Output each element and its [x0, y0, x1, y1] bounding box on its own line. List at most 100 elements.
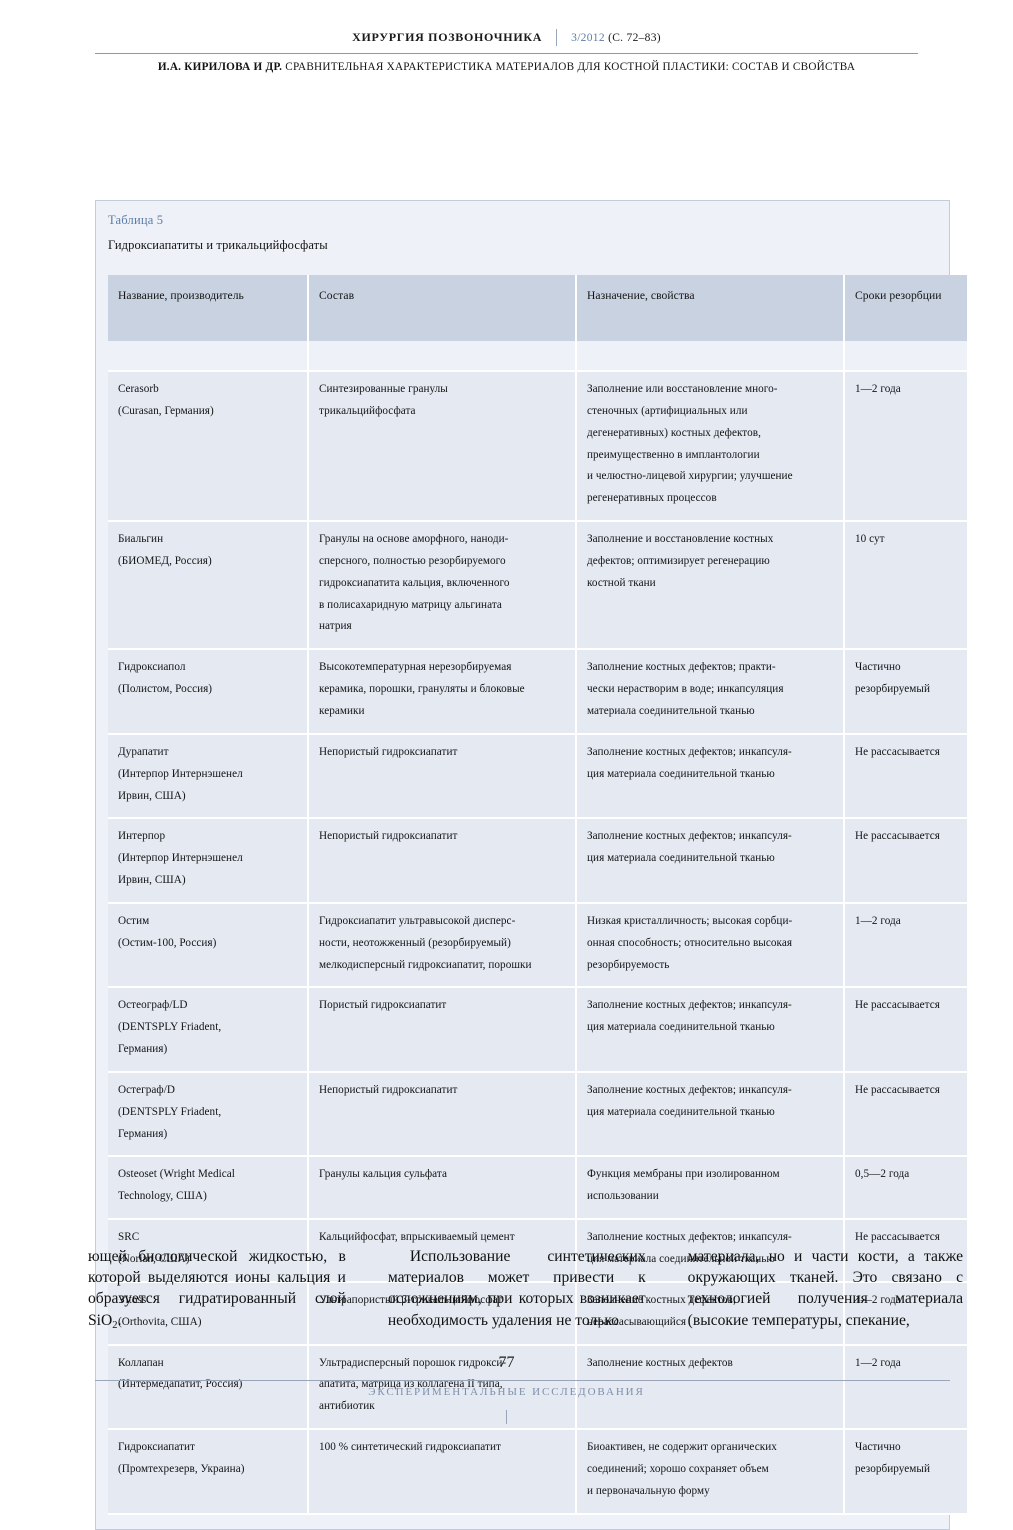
cell-resorption: 0,5—2 года: [844, 1156, 967, 1221]
cell-name: Osteoset (Wright Medical Technology, США): [108, 1156, 309, 1221]
cell-composition: Ультрапористый β-трикальцийфосфат: [308, 1281, 577, 1346]
article-running-title: И.А. КИРИЛОВА И ДР. СРАВНИТЕЛЬНАЯ ХАРАКТ…: [95, 61, 918, 73]
cell-composition: Непористый гидроксиапатит: [308, 1071, 577, 1158]
cell-name: Остеграф/D (DENTSPLY Friadent, Германия): [108, 1071, 309, 1158]
table-row: Дурапатит (Интерпор Интернэшенел Ирвин, СШ…: [108, 733, 967, 820]
cell-name: Дурапатит (Интерпор Интернэшенел Ирвин, СШ…: [108, 733, 309, 820]
article-authors: И.А. КИРИЛОВА И ДР.: [157, 61, 283, 73]
issue-number: 3/2012: [571, 31, 605, 44]
cell-composition: Гранулы на основе аморфного, наноди-спер…: [308, 521, 577, 651]
masthead-line: ХИРУРГИЯ ПОЗВОНОЧНИКА 3/2012 (С. 72–83): [352, 29, 661, 46]
cell-resorption: 1—2 года: [844, 1281, 967, 1346]
materials-table: Название, производитель Состав Назначени…: [108, 275, 967, 1515]
table-row: SRC (Norian, США) Кальцийфосфат, впрыскива…: [108, 1219, 967, 1283]
table-row: Гидроксиапатит (Промтехрезерв, Украина) 10…: [108, 1429, 967, 1515]
body-column-right: материала, но и части кости, а также окр…: [661, 1246, 963, 1333]
cell-name: Cerasorb (Curasan, Германия): [108, 371, 309, 523]
document-page: ХИРУРГИЯ ПОЗВОНОЧНИКА 3/2012 (С. 72–83) …: [0, 28, 1013, 1530]
cell-composition: Кальцийфосфат, впрыскиваемый цемент: [308, 1219, 577, 1283]
table-row: Интерпор (Интерпор Интернэшенел Ирвин, США…: [108, 818, 967, 904]
table-row: Остеграф/D (DENTSPLY Friadent, Германия) Не…: [108, 1071, 967, 1158]
cell-name: Остим (Остим-100, Россия): [108, 902, 309, 989]
table-row: Остеограф/LD (DENTSPLY Friadent, Германия)…: [108, 987, 967, 1073]
column-header-purpose: Назначение, свойства: [576, 275, 845, 341]
issue-info: 3/2012 (С. 72–83): [557, 32, 661, 44]
cell-purpose: Биоактивен, не содержит органических соед…: [576, 1429, 845, 1515]
cell-resorption: Не рассасывается: [844, 987, 967, 1073]
cell-purpose: Низкая кристалличность; высокая сорбци-о…: [576, 902, 845, 989]
cell-composition: Непористый гидроксиапатит: [308, 818, 577, 904]
cell-purpose: Заполнение костных дефектов; практи-ческ…: [576, 649, 845, 735]
cell-name: Гидроксиапатит (Промтехрезерв, Украина): [108, 1429, 309, 1515]
spacer-cell: [576, 341, 845, 372]
cell-name: Биальгин (БИОМЕД, Россия): [108, 521, 309, 651]
table-number: Таблица 5: [108, 213, 164, 227]
body-text-columns: ющей биологической жидкостью, в которой …: [88, 1246, 963, 1333]
article-title: СРАВНИТЕЛЬНАЯ ХАРАКТЕРИСТИКА МАТЕРИАЛОВ …: [285, 61, 856, 73]
cell-purpose: Функция мембраны при изолированном исполь…: [576, 1156, 845, 1221]
table-row: Гидроксиапол (Полистом, Россия) Высокотемп…: [108, 649, 967, 735]
cell-composition: 100 % синтетический гидроксиапатит: [308, 1429, 577, 1515]
masthead-divider: [556, 29, 558, 46]
table-row: Vitoss (Orthovita, США) Ультрапористый β-т…: [108, 1281, 967, 1346]
cell-purpose: Заполнение или восстановление много-стен…: [576, 371, 845, 523]
body-column-middle: Использование синтетических материалов м…: [373, 1246, 661, 1333]
body-paragraph-middle: Использование синтетических материалов м…: [387, 1248, 646, 1329]
cell-purpose: Заполнение костных дефектов; инкапсуля-ц…: [576, 1071, 845, 1158]
cell-resorption: 1—2 года: [844, 902, 967, 989]
footer-rule: [95, 1380, 950, 1381]
table-header-spacer: [108, 341, 967, 372]
body-paragraph-left: ющей биологической жидкостью, в которой …: [88, 1246, 346, 1333]
table-row: Биальгин (БИОМЕД, Россия) Гранулы на основ…: [108, 521, 967, 651]
cell-resorption: Не рассасывается: [844, 1071, 967, 1158]
spacer-cell: [108, 341, 309, 372]
table-caption: Гидроксиапатиты и трикальцийфосфаты: [108, 238, 328, 252]
page-number: 77: [498, 1354, 515, 1371]
spacer-cell: [844, 341, 967, 372]
cell-purpose: Заполнение костных дефектов; инкапсуля-ц…: [576, 987, 845, 1073]
cell-purpose: Заполнение и восстановление костных дефек…: [576, 521, 845, 651]
header-rule: [95, 53, 918, 54]
issue-pages: (С. 72–83): [608, 31, 661, 44]
body-left-text: ющей биологической жидкостью, в которой …: [88, 1248, 346, 1329]
body-left-tail: .: [117, 1311, 122, 1329]
table-head: Название, производитель Состав Назначени…: [108, 275, 967, 372]
cell-purpose: Заполнение костных дефектов; инкапсуля-ц…: [576, 1219, 845, 1283]
cell-composition: Непористый гидроксиапатит: [308, 733, 577, 820]
cell-purpose: Заполнение костных дефектов; нерассасываю…: [576, 1281, 845, 1346]
table-header-row: Название, производитель Состав Назначени…: [108, 275, 967, 341]
cell-resorption: Частично резорбируемый: [844, 649, 967, 735]
cell-name: Остеограф/LD (DENTSPLY Friadent, Германия): [108, 987, 309, 1073]
cell-composition: Высокотемпературная нерезорбируемая керам…: [308, 649, 577, 735]
cell-composition: Гранулы кальция сульфата: [308, 1156, 577, 1221]
table-row: Остим (Остим-100, Россия) Гидроксиапатит у…: [108, 902, 967, 989]
cell-composition: Пористый гидроксиапатит: [308, 987, 577, 1073]
cell-resorption: 10 сут: [844, 521, 967, 651]
cell-resorption: Частично резорбируемый: [844, 1429, 967, 1515]
column-header-resorption: Сроки резорбции: [844, 275, 967, 341]
body-paragraph-right: материала, но и части кости, а также окр…: [687, 1248, 963, 1329]
footer-section-label: ЭКСПЕРИМЕНТАЛЬНЫЕ ИССЛЕДОВАНИЯ: [368, 1386, 645, 1398]
cell-name: Vitoss (Orthovita, США): [108, 1281, 309, 1346]
column-header-name: Название, производитель: [108, 275, 309, 341]
cell-resorption: Не рассасывается: [844, 733, 967, 820]
body-column-left: ющей биологической жидкостью, в которой …: [88, 1246, 373, 1333]
spacer-cell: [308, 341, 577, 372]
masthead: ХИРУРГИЯ ПОЗВОНОЧНИКА 3/2012 (С. 72–83): [95, 28, 918, 46]
journal-name: ХИРУРГИЯ ПОЗВОНОЧНИКА: [352, 30, 543, 44]
cell-name: Интерпор (Интерпор Интернэшенел Ирвин, США…: [108, 818, 309, 904]
cell-name: Гидроксиапол (Полистом, Россия): [108, 649, 309, 735]
cell-resorption: 1—2 года: [844, 371, 967, 523]
table-row: Cerasorb (Curasan, Германия) Синтезированн…: [108, 371, 967, 523]
body-left-subscript: 2: [112, 1319, 118, 1331]
cell-purpose: Заполнение костных дефектов; инкапсуля-ц…: [576, 818, 845, 904]
cell-composition: Синтезированные гранулы трикальцийфосфата: [308, 371, 577, 523]
column-header-composition: Состав: [308, 275, 577, 341]
cell-composition: Гидроксиапатит ультравысокой дисперс-нос…: [308, 902, 577, 989]
cell-name: SRC (Norian, США): [108, 1219, 309, 1283]
cell-resorption: Не рассасывается: [844, 1219, 967, 1283]
table-body: Cerasorb (Curasan, Германия) Синтезированн…: [108, 371, 967, 1515]
cell-resorption: Не рассасывается: [844, 818, 967, 904]
footer-tick-mark: [506, 1410, 507, 1424]
cell-purpose: Заполнение костных дефектов; инкапсуля-ц…: [576, 733, 845, 820]
